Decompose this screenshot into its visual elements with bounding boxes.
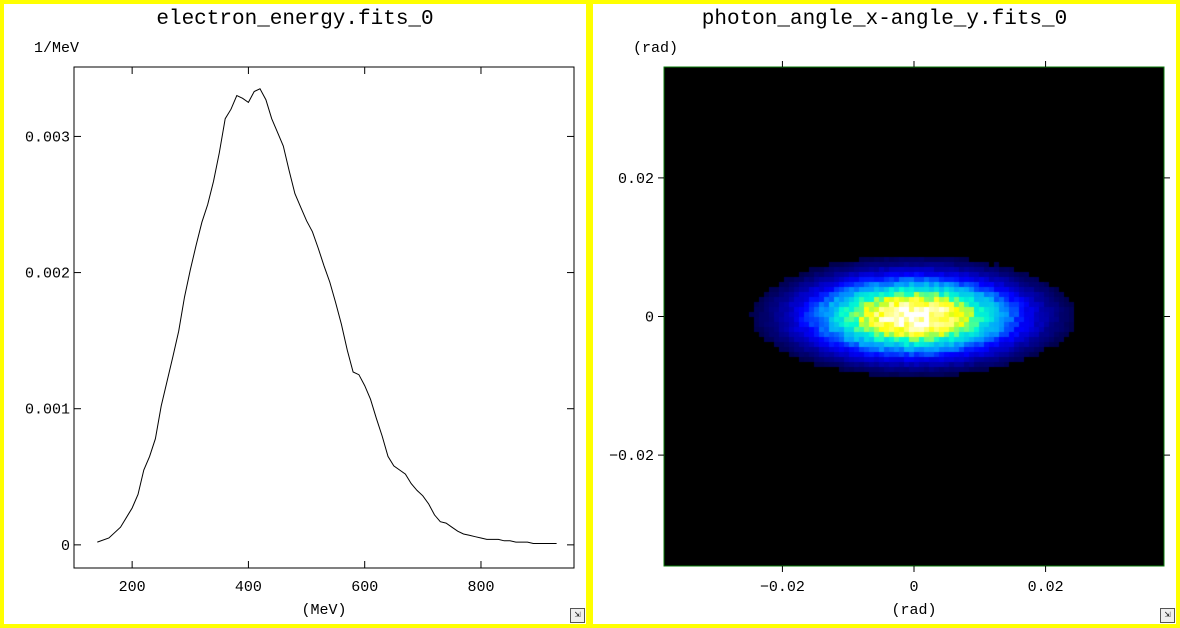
heatmap-chart[interactable]: −0.02 0 0.02 −0.02 0 0.02 (rad) (rad)	[593, 4, 1176, 624]
line-chart[interactable]: 200 400 600 800 0 0.001 0.002 0.003 (MeV) 1/MeV	[4, 4, 586, 624]
heatmap-image	[664, 67, 1164, 566]
y-tick-label: 0	[645, 310, 654, 327]
x-tick-label: 200	[119, 579, 146, 596]
y-tick-label: 0.002	[25, 266, 70, 283]
y-tick-label: 0.003	[25, 129, 70, 146]
x-axis-label: (rad)	[891, 602, 936, 619]
chart-title: electron_energy.fits_0	[156, 8, 434, 31]
resize-icon[interactable]: ⇲	[1160, 608, 1175, 623]
y-tick-label: 0.001	[25, 402, 70, 419]
right-chart-panel: photon_angle_x-angle_y.fits_0 −0.02 0 0.02…	[593, 4, 1176, 624]
x-tick-label: 400	[235, 579, 262, 596]
x-tick-label: 600	[351, 579, 378, 596]
x-tick-label: 0.02	[1028, 579, 1064, 596]
x-tick-label: 0	[909, 579, 918, 596]
data-line	[97, 88, 557, 544]
left-chart-panel: electron_energy.fits_0 200 400 600 800 0 0.00…	[4, 4, 586, 624]
x-tick-label: 800	[467, 579, 494, 596]
chart-title: photon_angle_x-angle_y.fits_0	[701, 8, 1068, 31]
y-tick-label: 0	[61, 538, 70, 555]
resize-icon[interactable]: ⇲	[570, 608, 585, 623]
y-tick-label: −0.02	[609, 448, 654, 465]
y-axis-label: 1/MeV	[34, 40, 79, 57]
y-tick-label: 0.02	[618, 171, 654, 188]
plot-frame	[73, 66, 575, 569]
y-axis-label: (rad)	[633, 40, 678, 57]
x-tick-label: −0.02	[760, 579, 805, 596]
x-axis-label: (MeV)	[301, 602, 346, 619]
